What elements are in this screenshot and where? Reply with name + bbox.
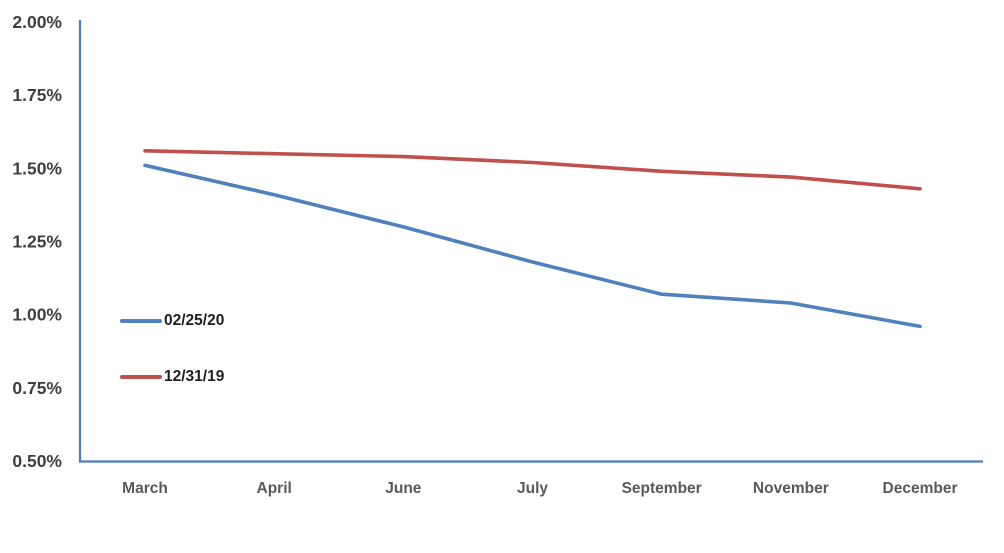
x-category-label: April — [257, 480, 292, 497]
y-tick-label: 0.50% — [12, 451, 62, 471]
y-tick-label: 1.50% — [12, 158, 62, 178]
y-tick-label: 0.75% — [12, 378, 62, 398]
x-category-label: September — [622, 480, 702, 497]
x-category-label: June — [385, 480, 422, 497]
legend-item: 02/25/20 — [120, 312, 224, 330]
series-line-12-31-19 — [143, 149, 922, 191]
x-category-label: March — [122, 480, 168, 497]
y-tick-label: 1.75% — [12, 85, 62, 105]
x-category-label: July — [517, 480, 548, 497]
legend-label: 12/31/19 — [164, 368, 225, 385]
x-category-label: November — [753, 480, 829, 497]
x-category-label: December — [883, 480, 958, 497]
y-tick-label: 1.00% — [12, 305, 62, 325]
y-tick-label: 2.00% — [12, 12, 62, 32]
legend-item: 12/31/19 — [120, 368, 224, 386]
legend-label: 02/25/20 — [164, 312, 225, 329]
y-tick-label: 1.25% — [12, 232, 62, 252]
legend-swatch-line — [120, 374, 162, 380]
legend-swatch-line — [120, 318, 162, 324]
series-line-02-25-20 — [143, 163, 922, 329]
